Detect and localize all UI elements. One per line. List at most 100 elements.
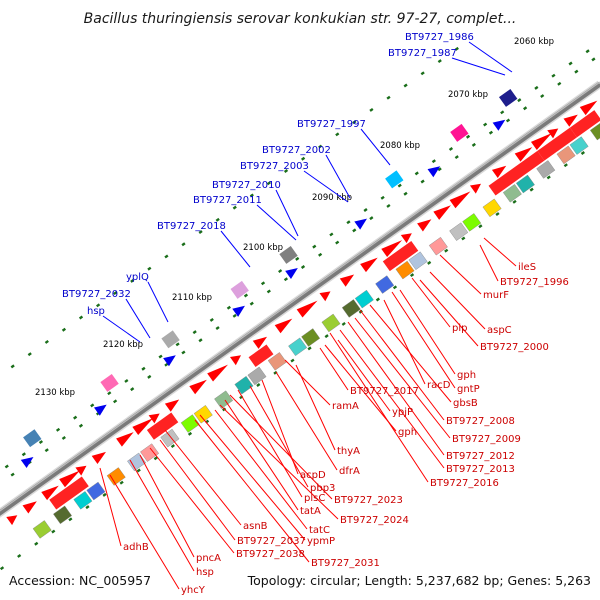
tick-label-3: 2090 kbp	[312, 193, 352, 203]
tick-dot	[448, 146, 454, 151]
tick-dot	[124, 379, 129, 383]
label-bottom-15: ypjP	[392, 407, 413, 418]
leader-bottom-7	[391, 291, 456, 389]
forward-gene-arrow	[514, 147, 533, 162]
tick-dot	[249, 301, 254, 306]
gene-block	[267, 352, 287, 371]
tick-dot	[102, 492, 107, 497]
leader-top-2	[360, 128, 391, 166]
reverse-gene-arrow	[232, 305, 245, 317]
gene-block	[354, 289, 374, 309]
gene-block	[569, 110, 600, 138]
tick-dot	[517, 98, 522, 103]
tick-dot	[341, 321, 346, 326]
tick-dot	[324, 334, 329, 339]
gene-block	[536, 160, 556, 179]
tick-dot	[136, 468, 141, 473]
tick-dot	[307, 346, 312, 351]
label-bottom-6: gph	[457, 370, 476, 381]
tick-dot	[147, 266, 152, 271]
label-top-7: BT9727_2018	[157, 221, 226, 232]
tick-dot	[500, 110, 505, 115]
gene-block	[288, 337, 308, 357]
forward-gene-arrow	[41, 485, 59, 501]
gene-block	[247, 366, 267, 386]
leader-bottom-18	[284, 359, 331, 406]
label-bottom-4: pip	[452, 323, 467, 334]
tick-label-1: 2070 kbp	[448, 90, 488, 100]
leader-bottom-17	[319, 347, 349, 391]
leader-top-7	[220, 230, 251, 268]
tick-dot	[386, 203, 391, 208]
tick-dot	[113, 399, 118, 404]
leader-bottom-2	[439, 254, 482, 295]
leader-bottom-22	[249, 385, 309, 488]
tick-dot	[329, 232, 334, 237]
tick-dot	[346, 220, 351, 225]
tick-dot	[21, 452, 26, 457]
tick-dot	[17, 553, 22, 558]
tick-dot	[90, 403, 95, 408]
tick-dot	[471, 142, 476, 147]
gene-block	[160, 428, 180, 448]
label-top-6: BT9727_2011	[193, 195, 262, 206]
forward-gene-arrow	[563, 114, 578, 127]
gene-block	[449, 222, 469, 241]
tick-dot	[335, 132, 340, 137]
tick-dot	[232, 313, 237, 318]
gene-block	[161, 330, 180, 349]
tick-dot	[431, 159, 436, 164]
tick-dot	[164, 254, 169, 259]
tick-dot	[318, 144, 323, 149]
gene-block	[428, 236, 448, 256]
tick-dot	[232, 205, 237, 210]
label-bottom-30: asnB	[243, 521, 268, 532]
leader-bottom-13	[339, 329, 445, 469]
tick-dot	[170, 444, 175, 449]
tick-dot	[141, 366, 146, 371]
accession-text: Accession: NC_005957	[9, 573, 151, 588]
tick-dot	[409, 273, 415, 278]
leader-bottom-0	[483, 237, 517, 267]
leader-bottom-32	[149, 447, 235, 554]
leader-bottom-19	[295, 364, 336, 451]
leader-bottom-3	[429, 271, 486, 330]
reverse-gene-arrow	[427, 166, 441, 178]
label-bottom-28: ypmP	[307, 536, 335, 547]
leader-bottom-30	[164, 429, 242, 526]
leader-top-1	[451, 57, 506, 76]
label-bottom-34: hsp	[196, 567, 214, 578]
tick-dot	[256, 383, 261, 387]
tick-dot	[96, 303, 101, 308]
gene-block	[556, 145, 576, 165]
tick-dot	[563, 163, 568, 168]
leader-bottom-1	[479, 244, 499, 282]
tick-dot	[546, 175, 551, 180]
tick-dot	[301, 156, 306, 161]
tick-dot	[386, 95, 391, 100]
label-bottom-22: pbp3	[310, 483, 335, 494]
reverse-gene-arrow	[20, 456, 34, 469]
forward-gene-arrow	[22, 501, 37, 514]
tick-dot	[461, 236, 466, 241]
label-bottom-33: pncA	[196, 553, 221, 564]
forward-gene-arrow	[360, 257, 378, 273]
leader-top-3	[325, 154, 351, 199]
tick-dot	[375, 297, 380, 302]
gene-block	[234, 375, 254, 395]
tick-dot	[380, 195, 385, 200]
forward-gene-arrow	[296, 300, 318, 318]
tick-dot	[10, 472, 15, 477]
tick-dot	[420, 71, 425, 76]
label-top-9: BT9727_2032	[62, 289, 131, 300]
leader-bottom-6	[399, 289, 456, 375]
gene-block	[482, 198, 502, 218]
tick-dot	[34, 541, 39, 546]
leader-bottom-35	[99, 467, 122, 547]
tick-dot	[523, 106, 528, 111]
leader-bottom-23	[237, 389, 303, 498]
tick-dot	[181, 350, 186, 355]
leader-bottom-9	[369, 304, 452, 403]
gene-block	[498, 89, 518, 107]
